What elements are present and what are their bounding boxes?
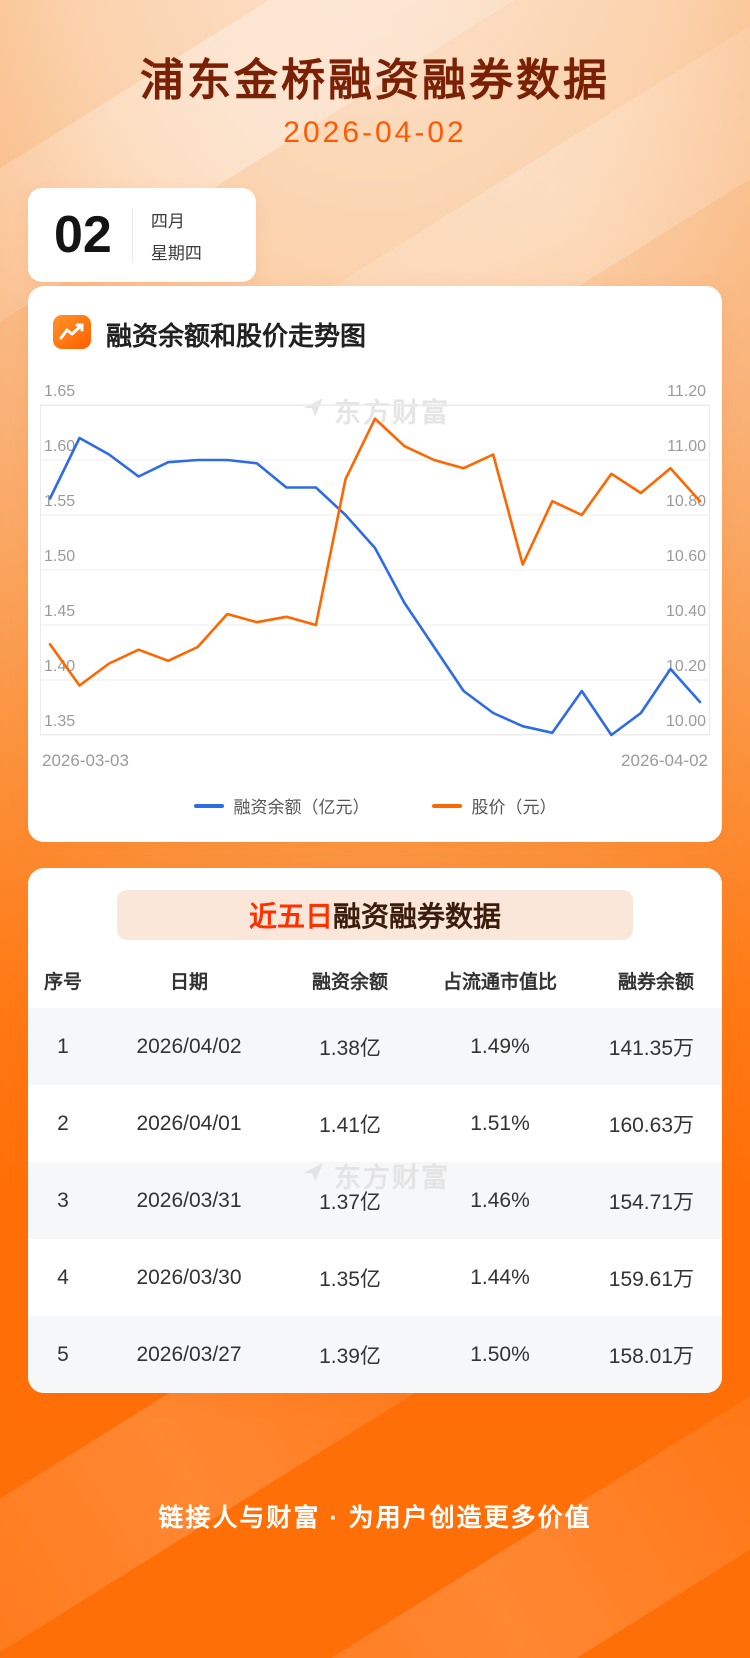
cell-short-balance: 154.71万	[608, 1190, 694, 1214]
table-row: 2 2026/04/01 1.41亿 1.51% 160.63万	[28, 1085, 722, 1162]
svg-text:10.20: 10.20	[666, 658, 706, 675]
weekday-label: 星期四	[150, 243, 202, 263]
col-header-short-balance: 融券余额	[617, 971, 694, 993]
svg-text:1.45: 1.45	[44, 603, 75, 620]
date-card: 02 四月 星期四	[28, 188, 256, 282]
x-axis-end-label: 2026-04-02	[621, 751, 708, 770]
chart-section-header: 融资余额和股价走势图	[28, 286, 722, 357]
table-title-highlight: 近五日	[248, 901, 333, 932]
svg-text:10.40: 10.40	[666, 603, 706, 620]
table-title: 近五日 融资融券数据	[117, 890, 633, 940]
trend-chart: 东方财富 1.65 11.20 1.60 11.00 1.55 10.80 1.50 10.6…	[40, 375, 710, 747]
table-header-row: 序号 日期 融资余额 占流通市值比 融券余额	[28, 952, 722, 1008]
svg-text:10.60: 10.60	[666, 548, 706, 565]
x-axis-start-label: 2026-03-03	[42, 751, 129, 770]
svg-text:11.00: 11.00	[667, 438, 706, 455]
cell-date: 2026/03/27	[136, 1342, 242, 1366]
cell-margin-balance: 1.41亿	[319, 1113, 381, 1137]
cell-short-balance: 158.01万	[608, 1344, 694, 1368]
legend-label: 融资余额（亿元）	[233, 798, 370, 817]
cell-short-balance: 160.63万	[608, 1113, 694, 1137]
table-row: 1 2026/04/02 1.38亿 1.49% 141.35万	[28, 1008, 722, 1085]
page-date: 2026-04-02	[283, 116, 467, 149]
col-header-ratio: 占流通市值比	[442, 971, 557, 993]
x-axis-labels: 2026-03-03 2026-04-02	[42, 751, 708, 771]
table-card: 近五日 融资融券数据 东方财富 序号 日期 融资余额 占流通市值比 融券余额	[28, 868, 722, 1393]
cell-date: 2026/03/30	[136, 1265, 242, 1289]
cell-date: 2026/04/02	[136, 1034, 242, 1058]
col-header-date: 日期	[169, 971, 208, 993]
cell-seq: 3	[57, 1188, 69, 1212]
cell-ratio: 1.50%	[470, 1342, 530, 1366]
table-row: 3 2026/03/31 1.37亿 1.46% 154.71万	[28, 1162, 722, 1239]
chart-card: 融资余额和股价走势图 东方财富 1.65 11.20 1.60 11.00 1.55 10…	[28, 286, 722, 842]
col-header-seq: 序号	[43, 971, 82, 993]
col-header-margin-balance: 融资余额	[311, 971, 388, 993]
svg-text:1.55: 1.55	[44, 493, 75, 510]
blue-line-marker-icon	[193, 803, 224, 808]
cell-date: 2026/04/01	[136, 1111, 242, 1135]
svg-text:1.35: 1.35	[44, 713, 75, 730]
footer-slogan: 链接人与财富 · 为用户创造更多价值	[158, 1504, 592, 1532]
legend-item-stock-price: 股价（元）	[431, 793, 557, 818]
page-title: 浦东金桥融资融券数据	[140, 56, 610, 105]
cell-margin-balance: 1.38亿	[319, 1036, 381, 1060]
cell-seq: 2	[57, 1111, 69, 1135]
svg-text:1.60: 1.60	[44, 438, 75, 455]
svg-text:1.50: 1.50	[44, 548, 75, 565]
cell-ratio: 1.51%	[470, 1111, 530, 1135]
table-row: 4 2026/03/30 1.35亿 1.44% 159.61万	[28, 1239, 722, 1316]
cell-seq: 5	[57, 1342, 69, 1366]
cell-ratio: 1.49%	[470, 1034, 530, 1058]
cell-ratio: 1.46%	[470, 1188, 530, 1212]
cell-margin-balance: 1.37亿	[319, 1190, 381, 1214]
cell-margin-balance: 1.35亿	[319, 1267, 381, 1291]
cell-date: 2026/03/31	[136, 1188, 242, 1212]
cell-ratio: 1.44%	[470, 1265, 530, 1289]
table-title-rest: 融资融券数据	[333, 901, 502, 932]
margin-data-table: 序号 日期 融资余额 占流通市值比 融券余额 1 2026/04/02 1.38…	[28, 952, 722, 1393]
svg-text:11.20: 11.20	[667, 383, 706, 400]
month-label: 四月	[150, 211, 185, 231]
chart-section-title: 融资余额和股价走势图	[106, 321, 367, 351]
table-row: 5 2026/03/27 1.39亿 1.50% 158.01万	[28, 1316, 722, 1393]
trend-chart-svg: 1.65 11.201.60 11.001.55 10.801.50 10.601.45…	[40, 383, 710, 737]
cell-short-balance: 159.61万	[608, 1267, 694, 1291]
legend-item-margin-balance: 融资余额（亿元）	[193, 793, 370, 818]
orange-line-marker-icon	[431, 803, 462, 808]
legend-label: 股价（元）	[471, 798, 557, 817]
cell-short-balance: 141.35万	[608, 1036, 694, 1060]
trend-chart-icon	[52, 312, 92, 357]
svg-text:10.00: 10.00	[666, 713, 706, 730]
svg-text:1.65: 1.65	[44, 383, 75, 400]
vertical-divider	[131, 208, 133, 262]
cell-seq: 1	[57, 1034, 69, 1058]
chart-legend: 融资余额（亿元） 股价（元）	[28, 793, 722, 818]
cell-seq: 4	[57, 1265, 69, 1289]
cell-margin-balance: 1.39亿	[319, 1344, 381, 1368]
day-number: 02	[54, 206, 112, 264]
